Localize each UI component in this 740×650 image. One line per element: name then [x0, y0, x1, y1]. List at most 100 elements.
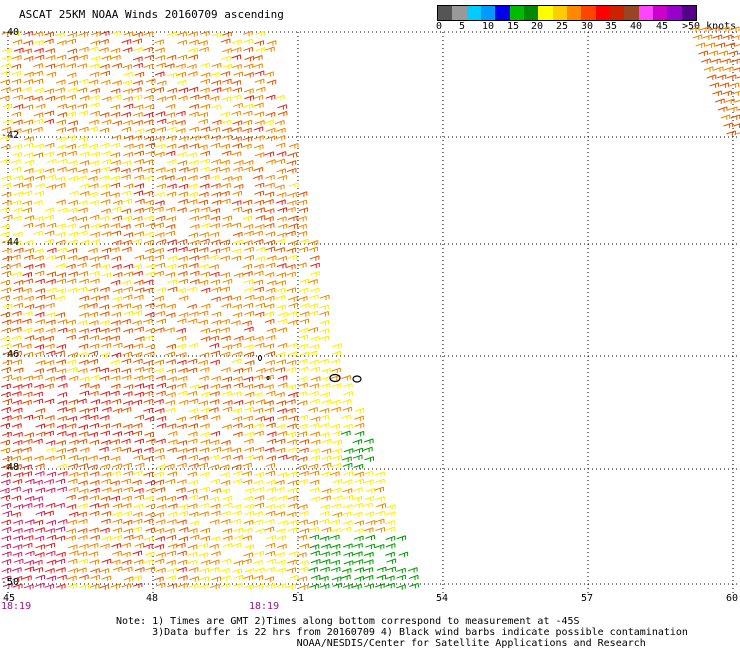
- wind-barb: [89, 583, 100, 590]
- wind-barb: [0, 422, 11, 429]
- wind-barb: [166, 263, 177, 270]
- wind-barb: [132, 215, 143, 222]
- wind-barb: [123, 430, 134, 437]
- wind-barb: [112, 431, 123, 437]
- wind-barb: [386, 558, 397, 564]
- wind-barb: [363, 574, 374, 581]
- wind-barb: [23, 79, 33, 85]
- wind-barb: [67, 87, 78, 93]
- wind-barb: [89, 383, 100, 390]
- wind-barb: [310, 376, 321, 382]
- wind-barb: [211, 79, 221, 86]
- wind-barb: [332, 511, 343, 518]
- wind-barb: [33, 70, 43, 77]
- wind-barb: [131, 320, 142, 326]
- wind-barb: [112, 463, 122, 469]
- wind-barb: [166, 54, 177, 61]
- wind-barb: [89, 199, 99, 206]
- wind-barb: [166, 143, 177, 150]
- wind-barb: [244, 510, 255, 517]
- lat-label: -42: [1, 130, 20, 141]
- wind-barb: [133, 80, 143, 86]
- wind-barb: [134, 366, 145, 373]
- wind-barb: [56, 199, 66, 205]
- wind-barb: [232, 431, 243, 438]
- wind-barb: [297, 456, 308, 462]
- wind-barb: [144, 302, 155, 309]
- wind-barb: [11, 391, 22, 397]
- wind-barb: [375, 510, 385, 517]
- wind-barb: [22, 327, 33, 334]
- wind-barb: [354, 520, 364, 526]
- wind-barb: [331, 487, 342, 493]
- wind-barb: [244, 391, 255, 398]
- wind-barb: [123, 384, 134, 390]
- wind-barb: [208, 543, 219, 550]
- wind-barb: [266, 280, 277, 286]
- wind-barb: [110, 54, 121, 61]
- wind-barb: [2, 582, 13, 589]
- wind-barb: [99, 543, 110, 549]
- wind-barb: [57, 158, 68, 164]
- wind-barb: [309, 383, 319, 389]
- wind-barb: [198, 40, 208, 46]
- wind-barb: [34, 222, 45, 229]
- wind-barb: [165, 224, 176, 230]
- wind-barb: [46, 575, 57, 582]
- wind-barb: [253, 374, 263, 381]
- lon-label: 60: [726, 593, 739, 604]
- wind-barb: [276, 263, 287, 269]
- wind-barb: [112, 407, 123, 414]
- wind-barb: [22, 190, 33, 196]
- wind-barb: [241, 558, 252, 565]
- wind-barb: [242, 119, 253, 126]
- colorbar-label: 10: [482, 21, 495, 32]
- wind-barb: [297, 464, 307, 470]
- wind-barb: [364, 456, 374, 462]
- wind-barb: [385, 511, 396, 517]
- wind-barb: [79, 408, 89, 414]
- wind-barb: [277, 327, 287, 333]
- wind-barb: [109, 359, 120, 365]
- wind-barb: [44, 360, 55, 366]
- wind-barb: [144, 248, 155, 254]
- wind-barb: [88, 46, 99, 52]
- wind-barb: [166, 534, 177, 541]
- wind-barb: [11, 271, 22, 278]
- wind-barb: [101, 535, 111, 542]
- wind-barb: [210, 503, 221, 510]
- wind-barb: [22, 207, 33, 213]
- wind-barb: [154, 232, 165, 238]
- wind-barb: [110, 383, 121, 390]
- wind-barb: [266, 438, 277, 445]
- wind-barb: [109, 167, 120, 173]
- wind-barb: [286, 247, 297, 254]
- wind-barb: [13, 279, 24, 286]
- wind-barb: [211, 104, 221, 110]
- wind-barb: [222, 344, 232, 350]
- wind-barb: [343, 448, 354, 454]
- wind-barb: [99, 367, 109, 373]
- wind-barb: [354, 407, 365, 414]
- wind-barb: [121, 303, 131, 309]
- wind-barb: [112, 215, 122, 221]
- wind-barb: [122, 495, 132, 502]
- wind-barb: [200, 471, 210, 478]
- wind-barb: [288, 550, 299, 557]
- wind-barb: [44, 568, 55, 574]
- wind-barb: [46, 559, 57, 565]
- wind-barb: [0, 206, 10, 213]
- wind-barb: [244, 544, 254, 550]
- wind-barb: [244, 446, 254, 453]
- note-line: Note: 1) Times are GMT 2)Times along bot…: [116, 616, 580, 627]
- wind-barb: [299, 318, 309, 324]
- wind-barb: [221, 384, 231, 390]
- wind-barb: [57, 415, 67, 422]
- wind-barb: [164, 175, 175, 181]
- wind-barb: [200, 222, 211, 229]
- wind-barb: [276, 400, 286, 406]
- wind-barb: [144, 104, 155, 110]
- wind-barb: [134, 287, 145, 293]
- wind-barb: [66, 359, 77, 365]
- wind-barb: [277, 382, 288, 389]
